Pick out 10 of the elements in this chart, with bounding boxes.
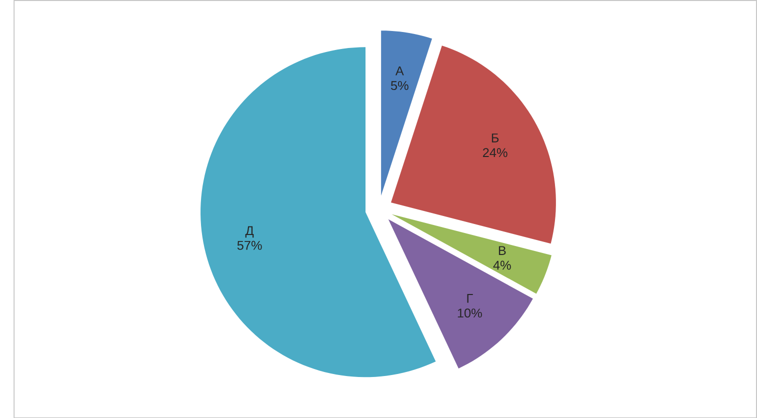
slice-label: В — [498, 246, 506, 255]
data-label: 24% — [482, 148, 508, 157]
data-label: 10% — [458, 308, 482, 318]
data-label: 4% — [493, 260, 511, 270]
data-label: 57% — [237, 240, 262, 250]
slice-label: А — [395, 66, 404, 76]
slice-label: Б — [492, 133, 499, 142]
data-label: 5% — [390, 80, 408, 90]
slice-label: Г — [467, 294, 473, 303]
slice-label: Д — [245, 226, 254, 238]
